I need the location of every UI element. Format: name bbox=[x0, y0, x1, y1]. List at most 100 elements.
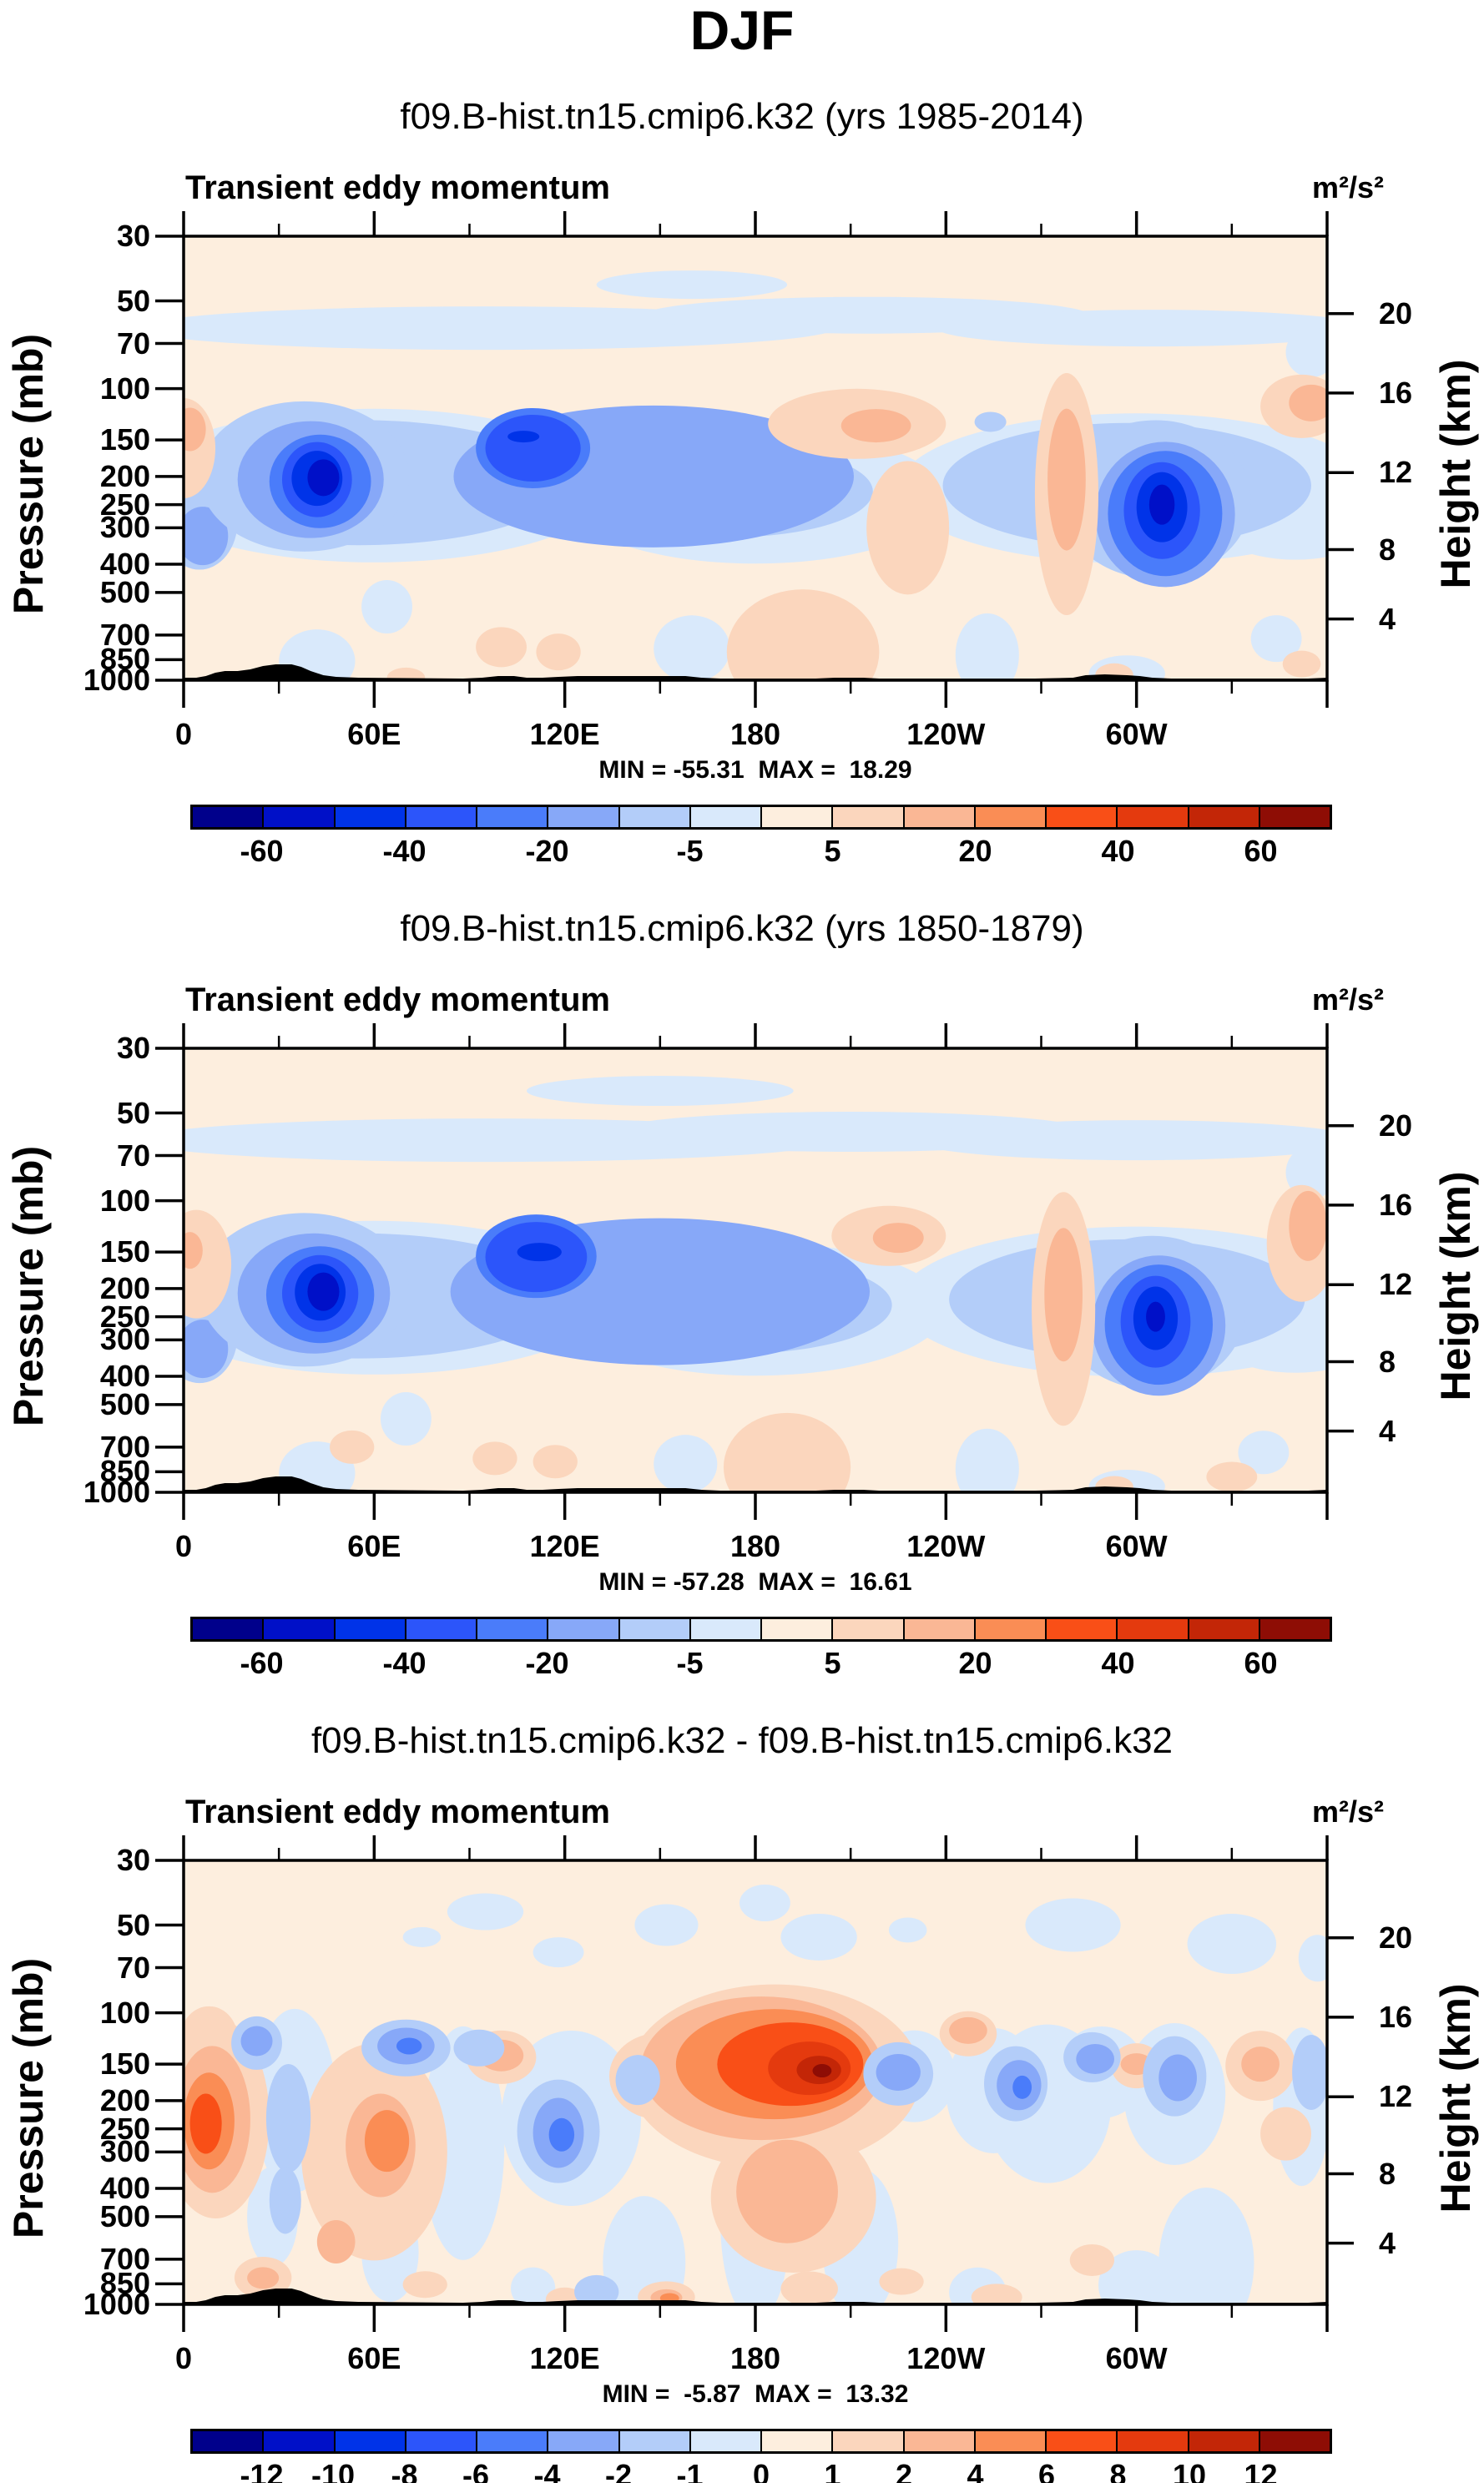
colorbar-tick-label: 5 bbox=[824, 834, 841, 868]
contour-blob bbox=[876, 2053, 921, 2091]
contour-blob bbox=[949, 2016, 987, 2044]
panel-subtitle: f09.B-hist.tn15.cmip6.k32 - f09.B-hist.t… bbox=[310, 1720, 1174, 1761]
colorbar-tick-label: 6 bbox=[1037, 2458, 1056, 2483]
contour-blob bbox=[307, 459, 340, 497]
pressure-tick-label: 70 bbox=[116, 326, 150, 361]
pressure-tick-label: 700 bbox=[99, 1429, 150, 1464]
pressure-tick-label: 400 bbox=[99, 546, 150, 581]
pressure-tick-label: 30 bbox=[116, 219, 150, 253]
lon-tick-label: 0 bbox=[174, 2341, 193, 2375]
contour-blob bbox=[936, 310, 1327, 347]
topography-silhouette bbox=[184, 664, 1327, 680]
contour-blob bbox=[1187, 1914, 1277, 1975]
contour-blob bbox=[184, 1128, 305, 1153]
contour-blob bbox=[780, 1913, 857, 1961]
colorbar-cell bbox=[1118, 2431, 1189, 2451]
lon-tick-label: 180 bbox=[729, 1529, 781, 1563]
lon-tick-label: 120E bbox=[529, 1529, 600, 1563]
colorbar-cell bbox=[762, 1619, 834, 1639]
pressure-tick-label: 30 bbox=[116, 1031, 150, 1065]
contour-blob bbox=[1238, 1431, 1290, 1475]
contour-blob bbox=[1292, 2034, 1327, 2110]
height-tick-label: 16 bbox=[1379, 375, 1413, 410]
contour-blob bbox=[330, 1430, 375, 1464]
height-tick-label: 12 bbox=[1379, 1267, 1413, 1302]
contour-blob bbox=[184, 1320, 229, 1379]
colorbar-cell bbox=[406, 807, 477, 827]
pressure-tick-label: 50 bbox=[116, 1907, 150, 1942]
lon-tick-label: 180 bbox=[729, 2341, 781, 2375]
pressure-tick-label: 200 bbox=[99, 1270, 150, 1305]
height-tick-label: 20 bbox=[1379, 295, 1413, 331]
pressure-tick-label: 400 bbox=[99, 1358, 150, 1393]
contour-blob bbox=[184, 1232, 203, 1269]
contour-blob bbox=[812, 2064, 832, 2078]
pressure-tick-label: 1000 bbox=[83, 2287, 150, 2321]
colorbar-cell bbox=[1047, 1619, 1118, 1639]
contour-blob bbox=[955, 613, 1019, 680]
contour-blob bbox=[1241, 2046, 1280, 2082]
colorbar-tick-label: -1 bbox=[676, 2458, 704, 2483]
contour-blob bbox=[184, 407, 206, 452]
colorbar-cell bbox=[1259, 2431, 1330, 2451]
contour-blob bbox=[247, 2267, 280, 2289]
topography-silhouette bbox=[184, 1476, 1327, 1492]
colorbar-cell bbox=[548, 807, 620, 827]
colorbar-tick-label: -12 bbox=[240, 2458, 284, 2483]
height-tick-label: 12 bbox=[1379, 2079, 1413, 2114]
contour-blob bbox=[914, 1120, 1327, 1161]
pressure-tick-label: 300 bbox=[99, 1322, 150, 1357]
colorbar-cell bbox=[975, 807, 1047, 827]
contour-field-svg bbox=[155, 1023, 1354, 1520]
contour-blob bbox=[1206, 1461, 1258, 1492]
lon-tick-label: 120W bbox=[906, 717, 986, 751]
contour-blob bbox=[265, 2064, 311, 2173]
contour-blob bbox=[780, 2271, 838, 2304]
colorbar-tick-label: 40 bbox=[1101, 1646, 1135, 1680]
colorbar-tick-label: -5 bbox=[676, 1646, 704, 1680]
contour-blob bbox=[533, 1937, 584, 1968]
contour-blob bbox=[1076, 2043, 1115, 2074]
colorbar-cell bbox=[690, 2431, 762, 2451]
contour-blob bbox=[723, 1412, 851, 1492]
height-tick-label: 12 bbox=[1379, 455, 1413, 490]
contour-blob bbox=[1282, 650, 1321, 678]
height-tick-label: 16 bbox=[1379, 1187, 1413, 1222]
pressure-tick-label: 700 bbox=[99, 2241, 150, 2276]
height-tick-label: 4 bbox=[1379, 1413, 1396, 1448]
stats-label: MIN = -5.87 MAX = 13.32 bbox=[602, 2380, 909, 2408]
contour-blob bbox=[1289, 384, 1327, 421]
height-tick-label: 8 bbox=[1379, 1344, 1396, 1379]
colorbar-tick-label: -6 bbox=[462, 2458, 490, 2483]
colorbar-cell bbox=[477, 1619, 549, 1639]
colorbar-cell bbox=[975, 2431, 1047, 2451]
height-tick-label: 4 bbox=[1379, 601, 1396, 636]
height-tick-label: 8 bbox=[1379, 2156, 1396, 2191]
pressure-tick-label: 150 bbox=[99, 1234, 150, 1269]
colorbar-cell bbox=[477, 2431, 549, 2451]
contour-blob bbox=[1260, 2107, 1311, 2161]
contour-blob bbox=[1285, 327, 1327, 378]
contour-blob bbox=[472, 1441, 517, 1476]
colorbar-cell bbox=[1189, 2431, 1260, 2451]
contour-blob bbox=[527, 1076, 794, 1107]
contour-blob bbox=[1044, 1228, 1083, 1362]
units-label: m²/s² bbox=[1311, 982, 1384, 1017]
colorbar-tick-label: 4 bbox=[967, 2458, 984, 2483]
contour-blob bbox=[971, 2284, 1022, 2304]
contour-blob bbox=[974, 411, 1007, 432]
lon-tick-label: 60W bbox=[1105, 2341, 1168, 2375]
contour-field bbox=[184, 1048, 1327, 1492]
lon-tick-label: 60W bbox=[1105, 1529, 1168, 1563]
height-tick-label: 16 bbox=[1379, 1999, 1413, 2034]
colorbar-cell bbox=[264, 2431, 336, 2451]
contour-field bbox=[184, 236, 1327, 680]
contour-blob bbox=[517, 1243, 562, 1262]
pressure-tick-label: 850 bbox=[99, 2266, 150, 2301]
colorbar-cell bbox=[193, 2431, 265, 2451]
pressure-tick-label: 150 bbox=[99, 2046, 150, 2082]
pressure-tick-label: 200 bbox=[99, 458, 150, 493]
figure-title: DJF bbox=[689, 0, 795, 61]
colorbar bbox=[190, 1617, 1332, 1642]
colorbar-cell bbox=[833, 807, 905, 827]
